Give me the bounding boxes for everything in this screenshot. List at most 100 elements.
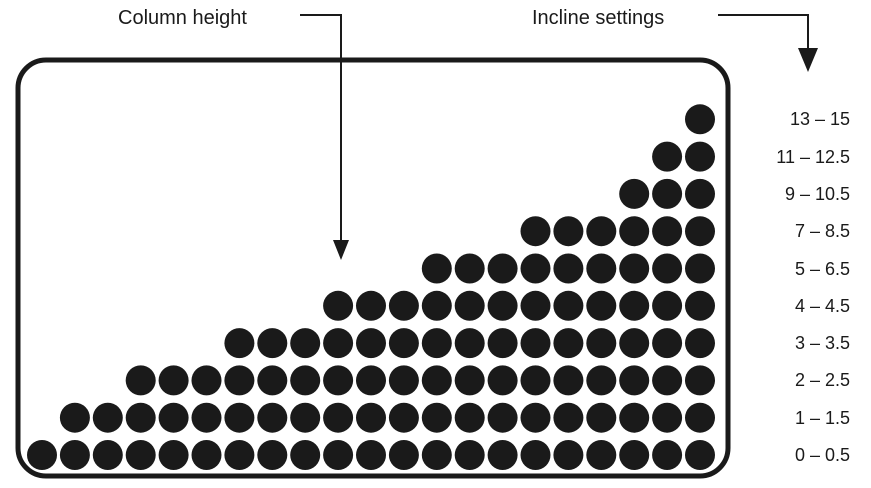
level-0-dot <box>356 440 386 470</box>
level-5-dot <box>652 253 683 284</box>
level-0-dot <box>619 440 650 470</box>
level-3-dot <box>619 328 650 359</box>
dot-matrix <box>27 104 715 470</box>
level-4-dot <box>323 290 354 321</box>
level-0-dot <box>224 440 255 470</box>
incline-level-label: 4 – 4.5 <box>794 295 850 316</box>
level-3-dot <box>586 328 617 359</box>
level-2-dot <box>224 365 255 396</box>
level-3-dot <box>323 328 354 359</box>
level-5-dot <box>487 253 518 284</box>
level-2-dot <box>158 365 189 396</box>
level-5-dot <box>619 253 650 284</box>
level-7-dot <box>685 178 715 209</box>
level-0-dot <box>421 440 452 470</box>
level-1-dot <box>487 402 518 433</box>
level-2-dot <box>356 365 386 396</box>
level-3-dot <box>487 328 518 359</box>
level-0-dot <box>553 440 584 470</box>
level-6-dot <box>553 216 584 247</box>
incline-level-label: 13 – 15 <box>789 109 850 130</box>
level-2-dot <box>323 365 354 396</box>
level-4-dot <box>487 290 518 321</box>
level-2-dot <box>586 365 617 396</box>
level-2-dot <box>487 365 518 396</box>
level-3-dot <box>388 328 419 359</box>
level-1-dot <box>652 402 683 433</box>
display-frame <box>15 57 731 479</box>
level-6-dot <box>619 216 650 247</box>
incline-level-label: 3 – 3.5 <box>794 333 850 354</box>
level-3-dot <box>553 328 584 359</box>
incline-level-label: 7 – 8.5 <box>794 221 850 242</box>
level-2-dot <box>553 365 584 396</box>
level-2-dot <box>520 365 551 396</box>
level-1-dot <box>685 402 715 433</box>
level-0-dot <box>257 440 288 470</box>
level-2-dot <box>257 365 288 396</box>
level-4-dot <box>619 290 650 321</box>
level-2-dot <box>454 365 485 396</box>
level-1-dot <box>191 402 222 433</box>
level-1-dot <box>59 402 90 433</box>
incline-level-label: 0 – 0.5 <box>794 445 850 465</box>
level-2-dot <box>619 365 650 396</box>
level-0-dot <box>388 440 419 470</box>
level-0-dot <box>652 440 683 470</box>
level-0-dot <box>454 440 485 470</box>
level-4-dot <box>652 290 683 321</box>
level-3-dot <box>520 328 551 359</box>
level-2-dot <box>421 365 452 396</box>
level-5-dot <box>685 253 715 284</box>
level-0-dot <box>158 440 189 470</box>
level-4-dot <box>586 290 617 321</box>
level-0-dot <box>27 440 57 470</box>
level-0-dot <box>290 440 321 470</box>
level-1-dot <box>619 402 650 433</box>
level-0-dot <box>191 440 222 470</box>
column-height-label: Column height <box>118 7 247 29</box>
level-6-dot <box>520 216 551 247</box>
level-3-dot <box>356 328 386 359</box>
level-0-dot <box>586 440 617 470</box>
incline-level-label: 2 – 2.5 <box>794 370 850 391</box>
level-2-dot <box>388 365 419 396</box>
level-1-dot <box>586 402 617 433</box>
level-0-dot <box>685 440 715 470</box>
level-1-dot <box>257 402 288 433</box>
level-2-dot <box>191 365 222 396</box>
level-3-dot <box>454 328 485 359</box>
level-0-dot <box>323 440 354 470</box>
level-1-dot <box>520 402 551 433</box>
level-1-dot <box>356 402 386 433</box>
level-2-dot <box>652 365 683 396</box>
incline-settings-leader-line <box>718 14 809 56</box>
level-7-dot <box>619 178 650 209</box>
level-1-dot <box>290 402 321 433</box>
incline-level-label: 9 – 10.5 <box>784 183 850 204</box>
level-4-dot <box>388 290 419 321</box>
level-6-dot <box>652 216 683 247</box>
level-8-dot <box>685 141 715 172</box>
level-1-dot <box>421 402 452 433</box>
level-4-dot <box>454 290 485 321</box>
level-4-dot <box>421 290 452 321</box>
level-5-dot <box>553 253 584 284</box>
level-1-dot <box>224 402 255 433</box>
level-4-dot <box>520 290 551 321</box>
level-5-dot <box>520 253 551 284</box>
level-2-dot <box>685 365 715 396</box>
level-3-dot <box>652 328 683 359</box>
incline-settings-leader <box>718 14 809 56</box>
level-9-dot <box>685 104 715 135</box>
level-8-dot <box>652 141 683 172</box>
level-1-dot <box>553 402 584 433</box>
level-1-dot <box>158 402 189 433</box>
level-6-dot <box>685 216 715 247</box>
level-6-dot <box>586 216 617 247</box>
level-1-dot <box>323 402 354 433</box>
level-1-dot <box>388 402 419 433</box>
level-1-dot <box>92 402 123 433</box>
